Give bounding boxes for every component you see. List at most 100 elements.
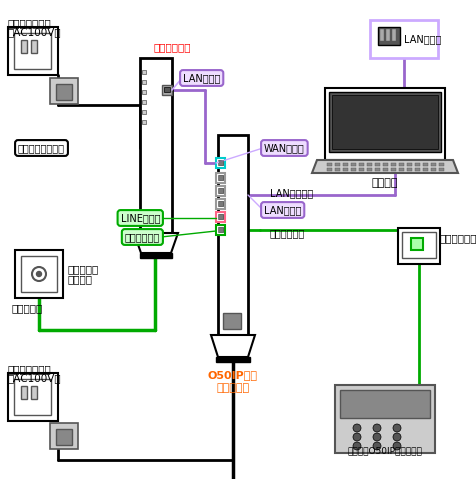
Text: （AC100V）: （AC100V） [7, 373, 60, 383]
Circle shape [393, 442, 401, 450]
Bar [216, 357, 250, 362]
Text: 電話機ポート: 電話機ポート [125, 232, 160, 242]
Bar [216, 173, 225, 183]
Bar [351, 163, 356, 166]
Circle shape [353, 424, 361, 432]
Bar [407, 168, 412, 171]
Circle shape [373, 433, 381, 441]
Circle shape [37, 272, 41, 276]
Polygon shape [134, 233, 178, 253]
Bar [335, 385, 435, 453]
Bar [343, 168, 348, 171]
Polygon shape [211, 335, 255, 357]
Text: O50IP電話: O50IP電話 [208, 370, 258, 380]
Bar [21, 386, 27, 399]
Bar [218, 135, 248, 335]
Bar [218, 175, 223, 180]
Text: 電源コンセント: 電源コンセント [7, 18, 51, 28]
Bar [8, 27, 58, 75]
Bar [142, 70, 146, 74]
Bar [399, 163, 404, 166]
Bar [140, 253, 172, 258]
Text: 電源アダプタ端子: 電源アダプタ端子 [18, 143, 65, 153]
Bar [216, 186, 225, 196]
Text: ケーブル: ケーブル [68, 274, 93, 284]
Bar [14, 379, 51, 415]
Text: WANポート: WANポート [264, 143, 305, 153]
Bar [216, 212, 225, 222]
Bar [218, 201, 223, 206]
Bar [218, 214, 223, 219]
Text: モジュラージャック: モジュラージャック [440, 233, 476, 243]
Bar [407, 163, 412, 166]
Bar [162, 85, 172, 95]
Circle shape [393, 433, 401, 441]
Text: 壁のパネル: 壁のパネル [12, 303, 43, 313]
Bar [411, 238, 423, 250]
Bar [21, 256, 57, 292]
Circle shape [373, 442, 381, 450]
Text: 対応ルータ: 対応ルータ [217, 383, 249, 393]
Bar [223, 313, 241, 329]
Bar [351, 168, 356, 171]
Bar [50, 78, 78, 104]
Text: LANポート: LANポート [183, 73, 220, 83]
Bar [431, 168, 436, 171]
Circle shape [353, 442, 361, 450]
Bar [378, 27, 400, 45]
Polygon shape [312, 160, 458, 173]
Bar [327, 163, 332, 166]
Bar [216, 199, 225, 209]
Bar [439, 168, 444, 171]
Polygon shape [325, 88, 445, 160]
Bar [56, 429, 72, 445]
Bar [142, 110, 146, 114]
Bar [142, 90, 146, 94]
Bar [423, 163, 428, 166]
Bar [415, 168, 420, 171]
Circle shape [32, 267, 46, 281]
Circle shape [373, 424, 381, 432]
Bar [218, 227, 223, 232]
Bar [399, 168, 404, 171]
Text: 光ファイバ: 光ファイバ [68, 264, 99, 274]
Bar [402, 232, 436, 258]
Bar [21, 40, 27, 53]
Bar [375, 163, 380, 166]
Bar [343, 163, 348, 166]
Bar [383, 168, 388, 171]
Bar [335, 168, 340, 171]
Bar [142, 80, 146, 84]
Text: LANケーブル: LANケーブル [270, 188, 313, 198]
Bar [15, 250, 63, 298]
Bar [31, 386, 37, 399]
Bar [142, 100, 146, 104]
Bar [216, 158, 225, 168]
Text: 電話機コード: 電話機コード [270, 228, 305, 238]
Bar [335, 163, 340, 166]
Bar [391, 163, 396, 166]
Bar [375, 168, 380, 171]
Bar [383, 163, 388, 166]
Bar [216, 225, 225, 235]
Bar [391, 168, 396, 171]
Text: LINEポート: LINEポート [120, 213, 160, 223]
Bar [332, 95, 438, 149]
Text: 電話機（O50IP電話利用）: 電話機（O50IP電話利用） [347, 446, 422, 455]
Bar [398, 228, 440, 264]
Bar [367, 168, 372, 171]
Text: 回線終端装置: 回線終端装置 [153, 42, 190, 52]
Bar [142, 120, 146, 124]
Text: LANポート: LANポート [404, 34, 441, 44]
Bar [386, 29, 390, 41]
Bar [423, 168, 428, 171]
Bar [431, 163, 436, 166]
Text: （AC100V）: （AC100V） [7, 27, 60, 37]
Bar [327, 168, 332, 171]
Bar [367, 163, 372, 166]
Bar [380, 29, 384, 41]
Bar [340, 390, 430, 418]
Bar [50, 423, 78, 449]
Bar [392, 29, 396, 41]
Bar [218, 188, 223, 193]
